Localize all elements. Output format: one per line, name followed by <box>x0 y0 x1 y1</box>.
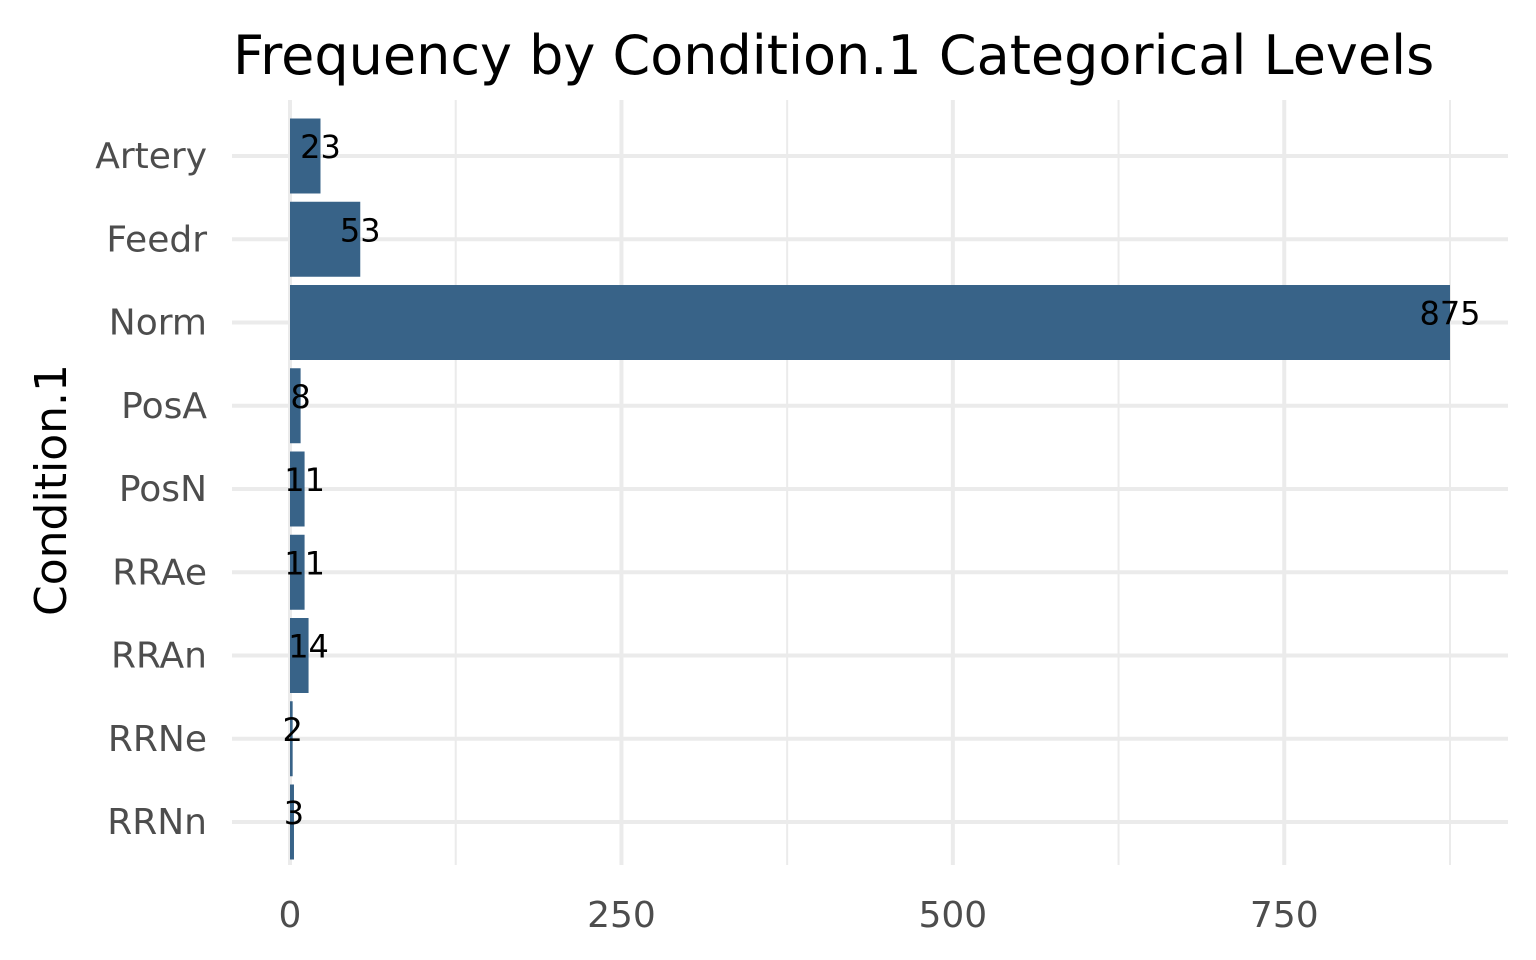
x-tick-label: 500 <box>918 895 987 936</box>
data-label-artery: 23 <box>300 128 341 166</box>
y-tick-label-rran: RRAn <box>111 636 207 677</box>
bar-posa <box>290 368 301 444</box>
data-label-posa: 8 <box>290 378 310 416</box>
bar-artery <box>290 118 321 194</box>
bar-norm <box>290 285 1450 360</box>
data-label-rrae: 11 <box>284 544 325 582</box>
y-tick-label-rrne: RRNe <box>108 719 207 760</box>
y-tick-label-posn: PosN <box>119 469 207 510</box>
grid <box>232 100 1508 865</box>
y-tick-label-feedr: Feedr <box>106 219 207 260</box>
bar-feedr <box>290 201 361 277</box>
chart-title: Frequency by Condition.1 Categorical Lev… <box>233 24 1434 87</box>
x-axis-ticks: 0 250 500 750 <box>279 895 1319 936</box>
y-tick-label-rrnn: RRNn <box>107 802 207 843</box>
y-tick-label-norm: Norm <box>109 303 207 344</box>
data-label-rran: 14 <box>288 628 329 666</box>
x-tick-label: 750 <box>1250 895 1319 936</box>
y-axis-ticks: Artery Feedr Norm PosA PosN RRAe RRAn RRNe RRNn <box>95 136 207 843</box>
data-label-norm: 875 <box>1419 295 1480 333</box>
bar-rrne <box>290 701 293 777</box>
data-label-feedr: 53 <box>340 211 381 249</box>
y-tick-label-posa: PosA <box>121 386 207 427</box>
bar-posn <box>290 451 305 527</box>
bars <box>290 118 1450 860</box>
y-axis-title: Condition.1 <box>26 364 77 616</box>
bar-rrae <box>290 534 305 610</box>
bar-rran <box>290 618 309 693</box>
data-label-posn: 11 <box>284 461 325 499</box>
bar-rrnn <box>290 784 294 860</box>
y-tick-label-artery: Artery <box>95 136 207 177</box>
y-tick-label-rrae: RRAe <box>112 552 207 593</box>
x-tick-label: 250 <box>587 895 656 936</box>
x-tick-label: 0 <box>279 895 302 936</box>
data-label-rrnn: 3 <box>284 794 304 832</box>
data-label-rrne: 2 <box>282 711 302 749</box>
